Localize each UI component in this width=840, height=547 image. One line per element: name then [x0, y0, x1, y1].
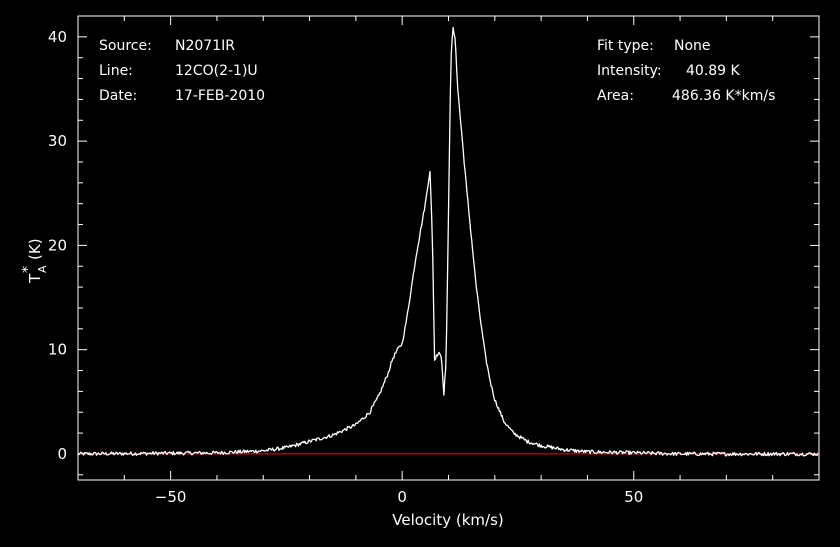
y-tick-label: 30 — [48, 132, 67, 150]
x-axis-title: Velocity (km/s) — [392, 511, 503, 529]
y-axis-title-superscript: * — [20, 266, 36, 273]
area-value: 486.36 K*km/s — [672, 88, 775, 104]
source-label: Source: — [99, 38, 152, 54]
spectrum-line — [77, 26, 819, 457]
y-axis-title: T A * (K) — [20, 238, 49, 284]
y-tick-label: 40 — [48, 28, 67, 46]
intensity-label: Intensity: — [597, 63, 662, 79]
line-label: Line: — [99, 63, 133, 79]
date-value: 17-FEB-2010 — [175, 88, 265, 104]
x-tick-label: 0 — [397, 488, 407, 506]
y-axis-title-unit: (K) — [26, 238, 44, 260]
y-axis-title-subscript: A — [36, 265, 49, 273]
axis-tick-labels: −50 0 50 0 10 20 30 40 — [48, 28, 643, 506]
y-tick-label: 10 — [48, 341, 67, 359]
x-tick-label: −50 — [155, 488, 187, 506]
fit-type-label: Fit type: — [597, 38, 654, 54]
fit-type-value: None — [674, 38, 711, 54]
x-tick-label: 50 — [624, 488, 643, 506]
date-label: Date: — [99, 88, 137, 104]
y-tick-label: 20 — [48, 236, 67, 254]
y-tick-label: 0 — [57, 445, 67, 463]
y-axis-title-main: T — [26, 273, 44, 284]
intensity-value: 40.89 K — [686, 63, 741, 79]
area-label: Area: — [597, 88, 634, 104]
line-value: 12CO(2-1)U — [175, 63, 258, 79]
source-value: N2071IR — [175, 38, 235, 54]
